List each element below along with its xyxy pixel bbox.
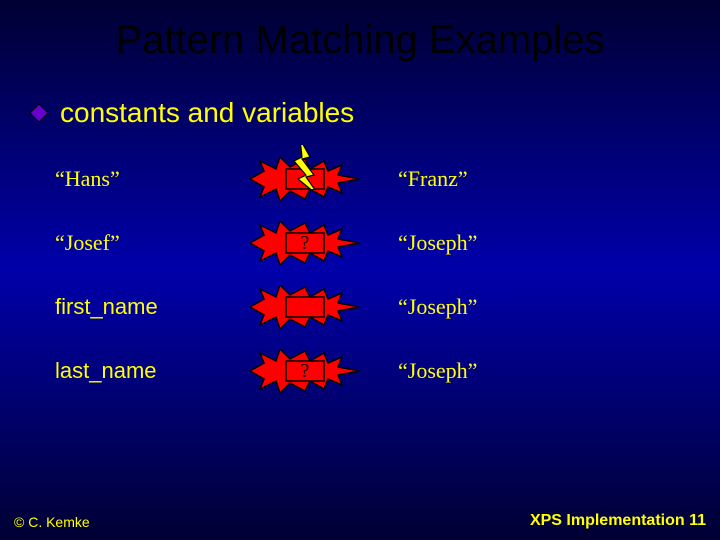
example-row: “Josef” ? “Joseph” <box>55 211 720 275</box>
row-right: “Joseph” <box>380 358 477 384</box>
footer-page: XPS Implementation 11 <box>530 512 706 530</box>
row-left: last_name <box>55 358 230 384</box>
row-right: “Franz” <box>380 166 468 192</box>
footer-copyright: © C. Kemke <box>14 514 90 530</box>
row-left: “Hans” <box>55 166 230 192</box>
bullet-text: constants and variables <box>60 97 354 129</box>
starburst-icon <box>250 285 360 329</box>
example-row: first_name “Joseph” <box>55 275 720 339</box>
row-shape: ? <box>230 349 380 393</box>
row-right: “Joseph” <box>380 230 477 256</box>
lightning-bolt-icon <box>250 145 360 189</box>
bullet-row: constants and variables <box>0 97 720 129</box>
row-shape: ? <box>230 221 380 265</box>
row-right: “Joseph” <box>380 294 477 320</box>
diamond-bullet-icon <box>30 104 48 122</box>
row-left: “Josef” <box>55 230 230 256</box>
examples-grid: “Hans” “Franz” “Josef” <box>0 147 720 403</box>
example-row: last_name ? “Joseph” <box>55 339 720 403</box>
shape-label: ? <box>301 360 310 383</box>
row-left: first_name <box>55 294 230 320</box>
slide-title: Pattern Matching Examples <box>0 0 720 73</box>
example-row: “Hans” “Franz” <box>55 147 720 211</box>
shape-label: ? <box>301 232 310 255</box>
row-shape <box>230 285 380 329</box>
row-shape <box>230 157 380 201</box>
